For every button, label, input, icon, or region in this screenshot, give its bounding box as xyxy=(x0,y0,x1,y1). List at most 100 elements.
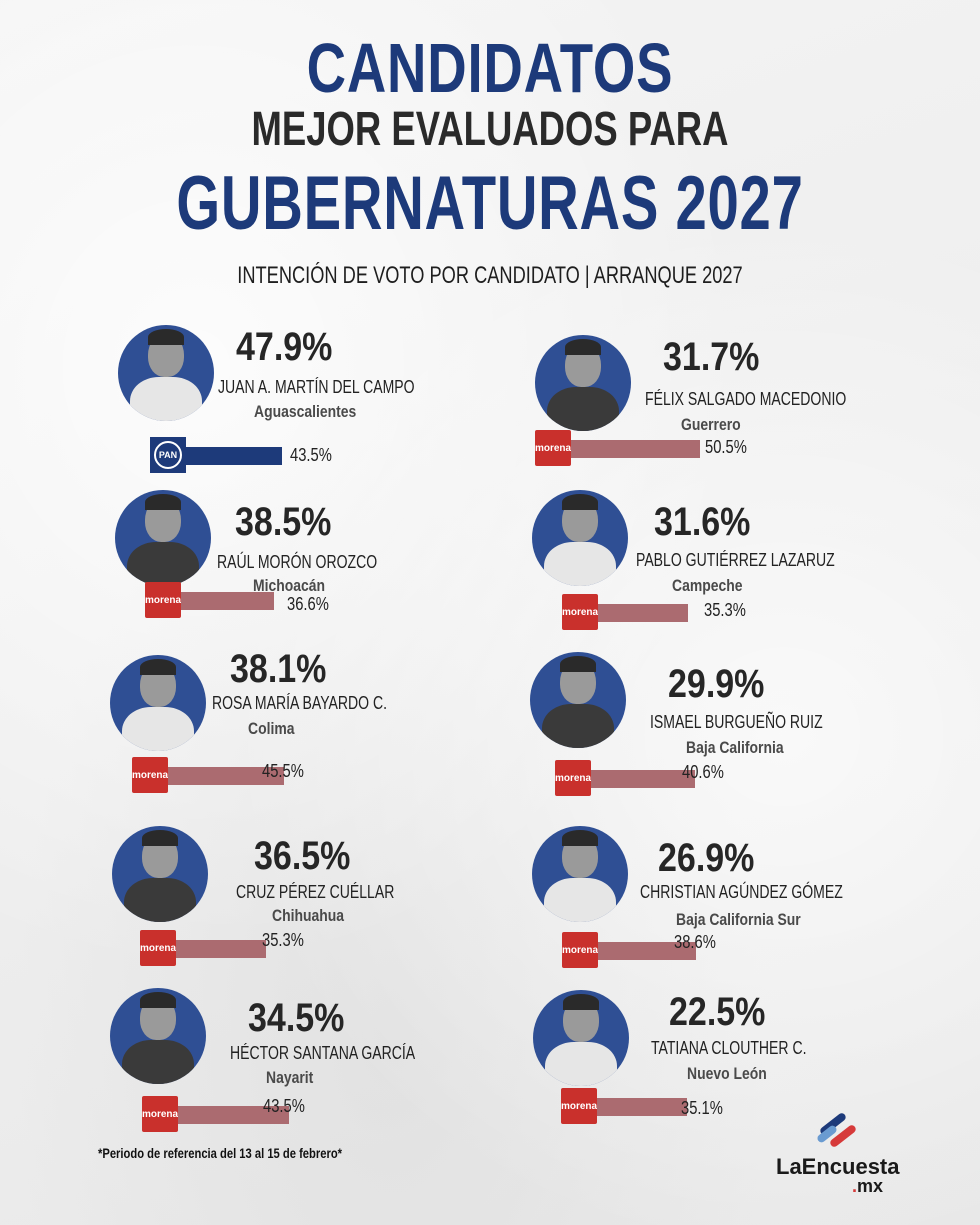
morena-logo-text: morena xyxy=(561,606,599,618)
candidate-name: TATIANA CLOUTHER C. xyxy=(651,1038,807,1058)
logo-tld: .mx xyxy=(852,1176,884,1196)
candidate-percentage: 22.5% xyxy=(669,990,766,1034)
party-support-label: 36.6% xyxy=(287,594,329,614)
candidate-percentage: 31.6% xyxy=(654,500,751,544)
candidate-percentage: 36.5% xyxy=(254,834,351,878)
morena-logo-text: morena xyxy=(131,769,169,781)
photo-body-shape xyxy=(547,387,619,431)
party-support-label: 35.1% xyxy=(681,1098,723,1118)
candidate-photo xyxy=(535,335,631,431)
candidate-photo xyxy=(118,325,214,421)
party-support-bar xyxy=(591,770,695,788)
candidate-card: 47.9% JUAN A. MARTÍN DEL CAMPO Aguascalien… xyxy=(118,325,498,475)
candidate-state: Nayarit xyxy=(266,1068,314,1087)
candidate-name: HÉCTOR SANTANA GARCÍA xyxy=(230,1043,416,1063)
candidate-card: 29.9% ISMAEL BURGUEÑO RUIZ Baja California… xyxy=(530,652,910,802)
candidate-state: Campeche xyxy=(672,576,743,595)
candidate-card: 31.6% PABLO GUTIÉRREZ LAZARUZ Campeche more… xyxy=(532,490,912,640)
candidate-card: 38.5% RAÚL MORÓN OROZCO Michoacán morena 36.… xyxy=(115,490,495,640)
morena-logo-icon: morena xyxy=(535,430,571,466)
candidate-percentage: 31.7% xyxy=(663,335,760,379)
candidate-name: ISMAEL BURGUEÑO RUIZ xyxy=(650,712,823,732)
photo-hair-shape xyxy=(562,830,598,846)
candidate-percentage: 47.9% xyxy=(236,325,333,369)
photo-hair-shape xyxy=(562,494,598,510)
party-support-bar xyxy=(181,592,274,610)
subtitle: INTENCIÓN DE VOTO POR CANDIDATO | ARRANQ… xyxy=(237,262,743,289)
party-support-label: 40.6% xyxy=(682,762,724,782)
candidate-name: CHRISTIAN AGÚNDEZ GÓMEZ xyxy=(640,882,843,902)
candidate-state: Guerrero xyxy=(681,415,741,434)
candidate-card: 34.5% HÉCTOR SANTANA GARCÍA Nayarit morena 4… xyxy=(110,988,490,1138)
footnote: *Periodo de referencia del 13 al 15 de f… xyxy=(98,1145,343,1161)
pan-logo-icon: PAN xyxy=(150,437,186,473)
morena-logo-icon: morena xyxy=(132,757,168,793)
party-support-label: 50.5% xyxy=(705,437,747,457)
photo-body-shape xyxy=(545,1042,617,1086)
candidate-state: Baja California Sur xyxy=(676,910,801,929)
morena-logo-text: morena xyxy=(139,942,177,954)
candidate-state: Aguascalientes xyxy=(254,402,357,421)
photo-hair-shape xyxy=(140,992,176,1008)
candidate-photo xyxy=(115,490,211,586)
candidate-name: JUAN A. MARTÍN DEL CAMPO xyxy=(218,377,415,397)
morena-logo-text: morena xyxy=(560,1100,598,1112)
candidate-photo xyxy=(112,826,208,922)
title-gubernaturas: GUBERNATURAS 2027 xyxy=(176,161,804,246)
photo-hair-shape xyxy=(145,494,181,510)
morena-logo-icon: morena xyxy=(562,932,598,968)
candidate-percentage: 29.9% xyxy=(668,662,765,706)
party-support-bar xyxy=(168,767,284,785)
party-support-label: 43.5% xyxy=(290,445,332,465)
logo-brand-text: LaEncuesta xyxy=(776,1154,900,1179)
candidate-photo xyxy=(110,655,206,751)
candidate-card: 22.5% TATIANA CLOUTHER C. Nuevo León morena… xyxy=(533,990,913,1140)
photo-hair-shape xyxy=(140,659,176,675)
morena-logo-text: morena xyxy=(534,442,572,454)
party-support-bar xyxy=(176,940,266,958)
morena-logo-icon: morena xyxy=(562,594,598,630)
laencuesta-logo: LaEncuesta .mx xyxy=(770,1108,910,1198)
photo-body-shape xyxy=(542,704,614,748)
party-support-bar xyxy=(597,1098,687,1116)
party-support-label: 45.5% xyxy=(262,761,304,781)
candidate-name: CRUZ PÉREZ CUÉLLAR xyxy=(236,882,395,902)
candidate-state: Michoacán xyxy=(253,576,326,595)
party-support-label: 35.3% xyxy=(704,600,746,620)
candidate-state: Baja California xyxy=(686,738,784,757)
party-support-label: 35.3% xyxy=(262,930,304,950)
photo-body-shape xyxy=(544,542,616,586)
photo-hair-shape xyxy=(565,339,601,355)
candidate-state: Colima xyxy=(248,719,295,738)
morena-logo-text: morena xyxy=(561,944,599,956)
title-candidatos: CANDIDATOS xyxy=(306,29,674,107)
candidate-card: 36.5% CRUZ PÉREZ CUÉLLAR Chihuahua morena 35… xyxy=(112,826,492,976)
candidate-name: FÉLIX SALGADO MACEDONIO xyxy=(645,389,847,409)
candidate-card: 26.9% CHRISTIAN AGÚNDEZ GÓMEZ Baja Califor… xyxy=(532,826,912,976)
morena-logo-icon: morena xyxy=(561,1088,597,1124)
photo-body-shape xyxy=(122,1040,194,1084)
morena-logo-icon: morena xyxy=(145,582,181,618)
candidate-name: PABLO GUTIÉRREZ LAZARUZ xyxy=(636,550,835,570)
candidate-percentage: 38.5% xyxy=(235,500,332,544)
morena-logo-text: morena xyxy=(554,772,592,784)
candidate-photo xyxy=(532,490,628,586)
title-mejor-evaluados: MEJOR EVALUADOS PARA xyxy=(251,103,729,156)
party-support-bar xyxy=(571,440,700,458)
morena-logo-text: morena xyxy=(141,1108,179,1120)
photo-hair-shape xyxy=(148,329,184,345)
party-support-bar xyxy=(186,447,282,465)
party-support-bar xyxy=(598,942,696,960)
photo-body-shape xyxy=(122,707,194,751)
candidate-photo xyxy=(110,988,206,1084)
candidate-name: ROSA MARÍA BAYARDO C. xyxy=(212,693,388,713)
candidate-percentage: 34.5% xyxy=(248,996,345,1040)
candidate-percentage: 38.1% xyxy=(230,647,327,691)
party-support-label: 38.6% xyxy=(674,932,716,952)
photo-hair-shape xyxy=(563,994,599,1010)
candidate-card: 31.7% FÉLIX SALGADO MACEDONIO Guerrero more… xyxy=(535,335,915,485)
candidate-photo xyxy=(530,652,626,748)
party-support-bar xyxy=(178,1106,289,1124)
photo-body-shape xyxy=(130,377,202,421)
photo-body-shape xyxy=(127,542,199,586)
